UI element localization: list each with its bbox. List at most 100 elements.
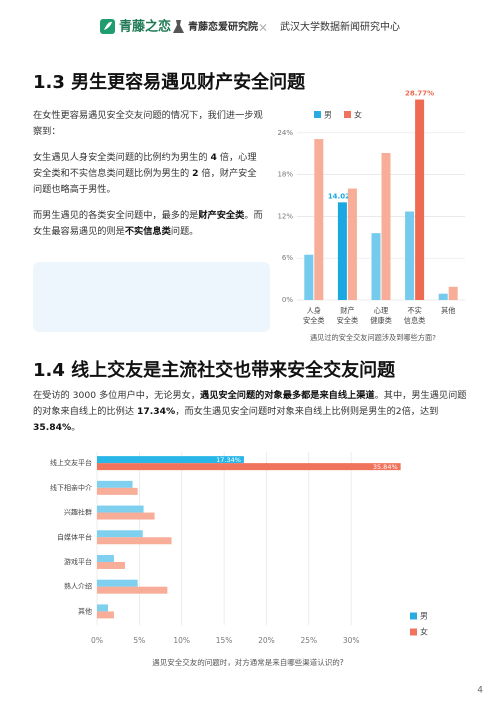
text-run: 在受访的 3000 多位用户中，无论男女， xyxy=(33,390,201,401)
x-tick-label: 信息类 xyxy=(404,316,426,325)
institute-logo xyxy=(173,20,184,33)
x-tick-label: 安全类 xyxy=(337,316,359,325)
y-tick-label: 0% xyxy=(282,296,293,304)
paragraph: 在受访的 3000 多位用户中，无论男女，遇见安全问题的对象最多都是来自线上渠道… xyxy=(33,388,468,436)
bar xyxy=(337,202,347,300)
legend-swatch xyxy=(344,111,351,118)
bar xyxy=(97,530,143,538)
y-tick-label: 自媒体平台 xyxy=(57,532,92,541)
x-tick-label: 5% xyxy=(133,636,145,645)
bold-text: 4 xyxy=(210,152,217,163)
brand-name: 青藤之恋 xyxy=(119,19,171,35)
legend-label: 女 xyxy=(420,627,428,637)
text-run: 女生遇见人身安全类问题的比例约为男生的 xyxy=(33,152,211,163)
bar xyxy=(97,604,109,612)
text-run: 问题。 xyxy=(170,226,199,237)
y-tick-label: 线上交友平台 xyxy=(50,458,92,467)
value-label: 17.34% xyxy=(216,456,241,464)
x-axis-title: 遇见过的安全交友问题涉及到哪些方面? xyxy=(310,333,436,342)
y-tick-label: 线下相亲中介 xyxy=(50,483,92,492)
y-tick-label: 24% xyxy=(277,129,293,137)
bar xyxy=(97,480,133,488)
bar xyxy=(97,611,114,619)
bar xyxy=(97,579,138,587)
bar xyxy=(97,512,155,520)
bar xyxy=(381,153,391,300)
x-tick-label: 30% xyxy=(343,636,360,645)
text-run: 倍，财产安全问题也略高于男性。 xyxy=(33,168,257,195)
bar xyxy=(97,561,125,569)
y-tick-label: 熟人介绍 xyxy=(64,582,92,591)
section-title: 1.4 线上交友是主流社交也带来安全交友问题 xyxy=(33,360,396,381)
value-label: 14.02% xyxy=(328,192,357,200)
institute-name: 青藤恋爱研究院 xyxy=(188,20,258,33)
x-tick-label: 财产 xyxy=(340,306,354,315)
bar xyxy=(97,537,172,545)
x-tick-label: 0% xyxy=(91,636,103,645)
x-tick-label: 10% xyxy=(173,636,190,645)
bold-text: 不实信息类 xyxy=(124,226,171,237)
bold-text: 遇见安全问题的对象最多都是来自线上渠道 xyxy=(200,390,375,401)
bar xyxy=(405,211,415,300)
value-label: 35.84% xyxy=(373,463,398,471)
value-label: 28.77% xyxy=(405,90,434,98)
paragraph: 在女性更容易遇见安全交友问题的情况下，我们进一步观察到： xyxy=(33,108,263,140)
note-box xyxy=(33,262,270,332)
x-tick-label: 人身 xyxy=(307,306,321,315)
x-tick-label: 其他 xyxy=(441,306,455,315)
text-run: 倍，心理安全类和不实信息类问题比例为男生的 xyxy=(33,152,257,179)
bold-text: 17.34% xyxy=(136,406,176,417)
bar xyxy=(438,293,448,300)
brand-leaf xyxy=(104,21,112,30)
text-run: 。 xyxy=(71,422,81,433)
bar xyxy=(97,554,114,562)
bar xyxy=(97,463,401,471)
y-tick-label: 游戏平台 xyxy=(64,557,92,566)
legend-swatch xyxy=(410,628,417,636)
x-tick-label: 25% xyxy=(300,636,317,645)
bar xyxy=(415,99,425,300)
legend-label: 男 xyxy=(324,111,332,120)
text-run: 在女性更容易遇见安全交友问题的情况下，我们进一步观察到： xyxy=(33,110,263,137)
y-tick-label: 12% xyxy=(277,212,293,220)
bold-text: 财产安全类 xyxy=(198,210,245,221)
x-tick-label: 心理 xyxy=(374,306,388,315)
legend-label: 女 xyxy=(354,110,362,120)
y-tick-label: 其他 xyxy=(78,606,92,615)
header-separator: × xyxy=(258,21,268,35)
bar xyxy=(97,487,138,495)
page-number: 4 xyxy=(477,686,483,696)
bar xyxy=(97,586,168,594)
x-tick-label: 安全类 xyxy=(303,316,325,325)
x-tick-label: 20% xyxy=(258,636,275,645)
y-tick-label: 18% xyxy=(277,171,293,179)
paragraph: 女生遇见人身安全类问题的比例约为男生的 4 倍，心理安全类和不实信息类问题比例为… xyxy=(33,150,265,198)
x-axis-title: 遇见安全交友的问题时，对方通常是来自哪些渠道认识的? xyxy=(152,657,343,667)
bold-text: 2 xyxy=(192,168,199,179)
x-tick-label: 不实 xyxy=(407,306,421,315)
legend-swatch xyxy=(314,111,321,118)
legend-label: 男 xyxy=(420,612,428,621)
text-run: 。其中，男生遇见问题的对象来自线上的比例达 xyxy=(33,390,467,417)
bar xyxy=(97,456,244,464)
x-tick-label: 健康类 xyxy=(370,316,392,325)
bar xyxy=(314,139,324,300)
text-run: 。而女生最容易遇见的则是 xyxy=(33,210,263,237)
x-tick-label: 15% xyxy=(216,636,233,645)
bar xyxy=(371,233,381,300)
y-tick-label: 6% xyxy=(282,254,293,262)
bar xyxy=(448,286,458,300)
section-title: 1.3 男生更容易遇见财产安全问题 xyxy=(33,72,306,93)
text-run: 而男生遇见的各类安全问题中，最多的是 xyxy=(33,210,199,221)
paragraph: 而男生遇见的各类安全问题中，最多的是财产安全类。而女生最容易遇见的则是不实信息类… xyxy=(33,208,263,240)
bar xyxy=(304,254,314,300)
legend-swatch xyxy=(410,612,417,620)
bar xyxy=(347,188,357,300)
text-run: ，而女生遇见安全问题时对象来自线上比例则是男生的2倍，达到 xyxy=(175,406,439,417)
bold-text: 35.84% xyxy=(33,422,72,433)
y-tick-label: 兴趣社群 xyxy=(64,508,92,517)
bar xyxy=(97,505,144,513)
partner-name: 武汉大学数据新闻研究中心 xyxy=(280,20,400,33)
